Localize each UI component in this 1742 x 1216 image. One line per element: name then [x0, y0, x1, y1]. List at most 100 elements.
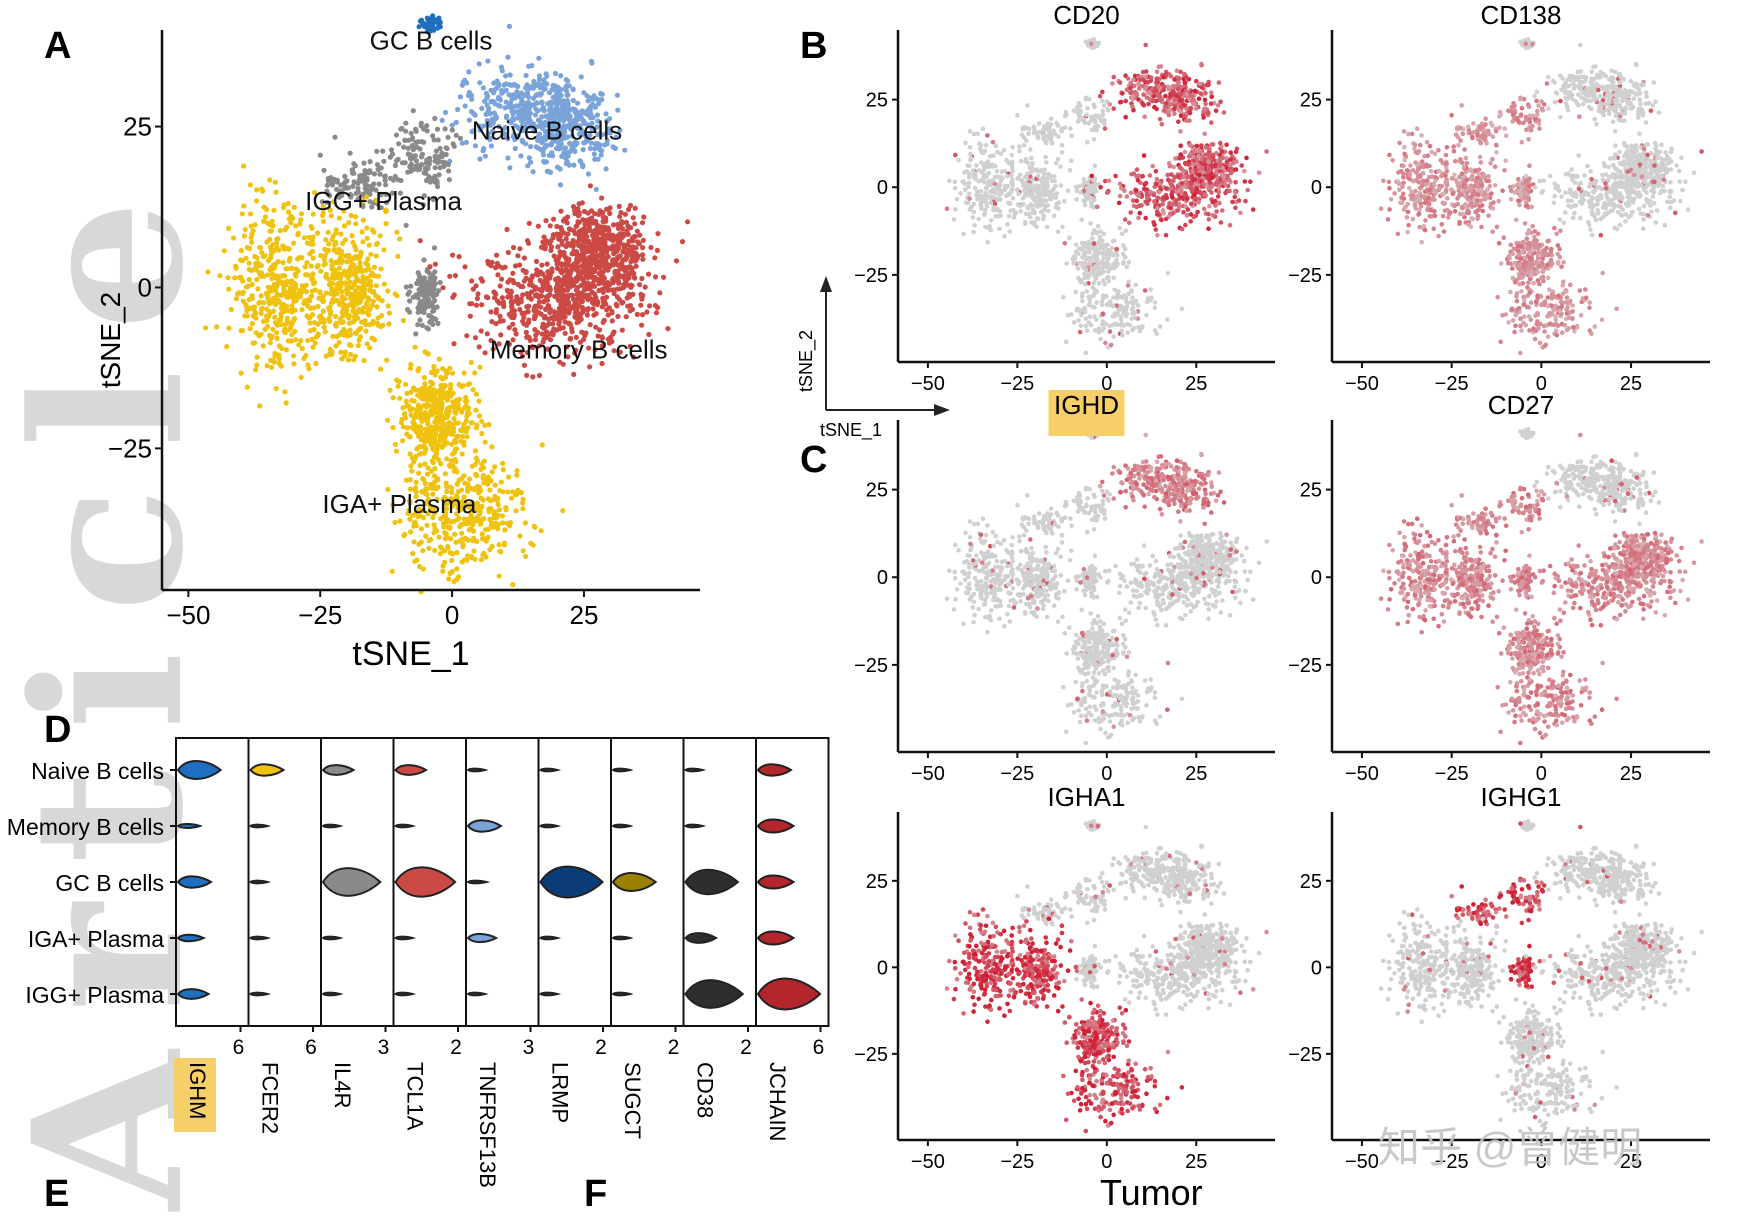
point-naive: [487, 122, 494, 128]
point-memory: [653, 310, 660, 316]
point-naive: [604, 137, 610, 143]
point-iga: [425, 351, 431, 357]
point-iga: [270, 242, 276, 248]
point: [1074, 197, 1079, 202]
point-memory: [417, 238, 423, 244]
point-memory: [603, 294, 610, 300]
point-naive: [540, 152, 547, 158]
point-iga: [282, 389, 288, 395]
point-iga: [420, 566, 426, 572]
point-iga: [352, 254, 358, 260]
point: [1143, 180, 1149, 186]
point-naive: [462, 103, 468, 109]
point-iga: [301, 235, 307, 241]
point: [1128, 80, 1134, 86]
point-iga: [407, 407, 413, 413]
point-naive: [466, 117, 472, 123]
point-memory: [497, 313, 503, 319]
point-memory: [467, 313, 473, 319]
point-naive: [520, 100, 526, 106]
point: [1059, 129, 1064, 134]
point: [1134, 167, 1140, 172]
point-iga: [401, 533, 407, 539]
point-iga: [253, 330, 259, 336]
point-igg: [428, 280, 434, 286]
point-naive: [534, 100, 540, 106]
point-memory: [464, 333, 470, 339]
point-iga: [308, 263, 314, 269]
point-iga: [225, 275, 231, 281]
point-memory: [632, 275, 638, 281]
point-naive: [561, 109, 567, 115]
y-tick-label: 0: [138, 272, 152, 302]
point-naive: [514, 89, 520, 95]
point-memory: [597, 265, 603, 271]
point-memory: [496, 300, 502, 306]
point-iga: [273, 386, 279, 392]
point-iga: [356, 298, 362, 304]
point: [1064, 112, 1069, 117]
point: [1192, 88, 1198, 94]
point-iga: [378, 323, 384, 330]
point-iga: [333, 240, 339, 247]
point-iga: [281, 308, 287, 314]
point-iga: [496, 573, 502, 579]
point-iga: [400, 405, 406, 411]
point-naive: [501, 82, 507, 88]
point-iga: [272, 261, 279, 267]
point: [1244, 155, 1249, 161]
x-tick-label: 0: [445, 600, 459, 630]
point-igg: [432, 269, 438, 275]
point-iga: [472, 556, 478, 562]
point-iga: [307, 298, 313, 304]
point-memory: [592, 291, 598, 297]
point-memory: [472, 335, 479, 341]
point: [1118, 100, 1123, 105]
point-memory: [495, 272, 501, 278]
point-igg: [377, 171, 383, 177]
point: [994, 169, 1000, 174]
point-igg: [324, 199, 330, 205]
point: [1143, 42, 1148, 48]
point: [1208, 101, 1214, 106]
point: [1080, 115, 1085, 121]
point-naive: [504, 113, 510, 119]
point-iga: [280, 272, 286, 279]
point-naive: [472, 112, 478, 118]
point-iga: [402, 411, 408, 417]
point-igg: [398, 126, 404, 132]
point-igg: [350, 183, 356, 189]
point: [1153, 227, 1159, 232]
point-iga: [336, 215, 342, 221]
point: [1184, 106, 1189, 112]
point: [1091, 37, 1096, 42]
point-iga: [432, 372, 438, 378]
point: [1205, 151, 1211, 157]
point-iga: [489, 469, 495, 475]
point-iga: [272, 353, 278, 359]
point-naive: [549, 100, 555, 106]
point-memory: [655, 231, 661, 237]
point-iga: [261, 218, 267, 224]
point: [952, 185, 958, 191]
point-memory: [600, 214, 606, 220]
point-iga: [333, 313, 339, 319]
point-iga: [451, 468, 457, 474]
point-iga: [520, 500, 526, 506]
point-iga: [496, 507, 502, 513]
point: [1005, 222, 1010, 227]
point-naive: [617, 127, 623, 134]
point-naive: [520, 128, 526, 134]
point-iga: [334, 333, 340, 340]
point: [1199, 61, 1204, 67]
point-igg: [403, 128, 409, 134]
point-iga: [483, 538, 489, 544]
point-iga: [492, 464, 498, 470]
point-iga: [381, 247, 387, 253]
point-naive: [543, 71, 549, 77]
point: [1197, 81, 1203, 87]
point-iga: [432, 473, 438, 479]
point-memory: [483, 294, 490, 300]
point-iga: [254, 187, 260, 193]
